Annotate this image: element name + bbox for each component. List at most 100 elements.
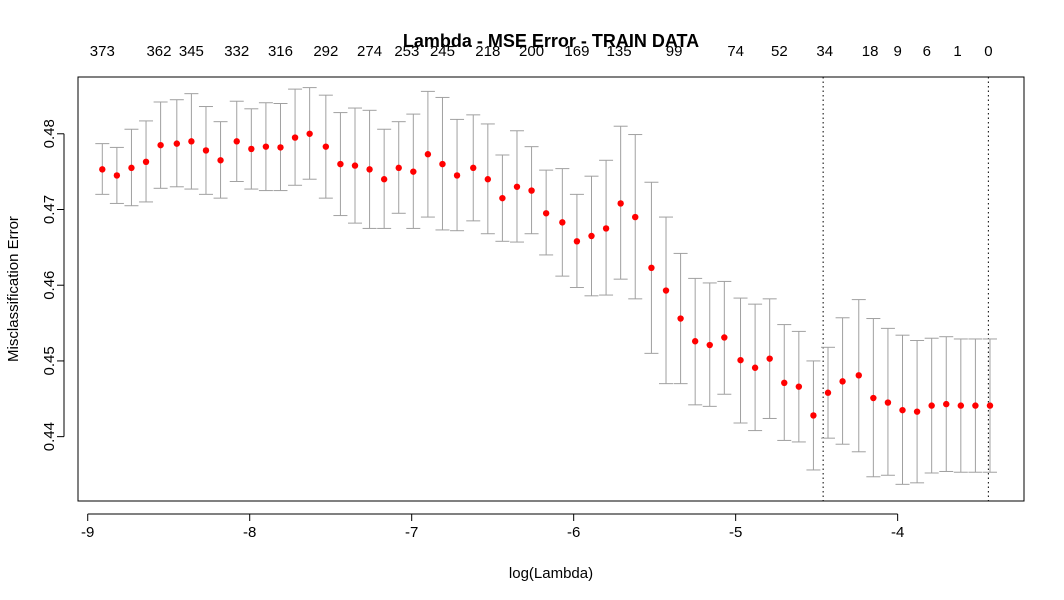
data-point <box>470 164 477 172</box>
data-point <box>337 160 344 168</box>
data-point <box>439 160 446 168</box>
x-tick-label: -4 <box>891 524 904 541</box>
data-point <box>291 134 299 141</box>
data-point <box>648 264 655 271</box>
data-point <box>99 166 106 173</box>
top-axis-labels: 373 362 345 332 316 292 274 253 245 218 200 169 135 9… <box>90 43 993 60</box>
data-point <box>588 232 595 240</box>
y-tick-label: 0.47 <box>41 195 58 224</box>
data-point <box>202 147 210 154</box>
data-point <box>972 402 979 409</box>
data-point <box>424 151 432 158</box>
data-point <box>306 130 313 137</box>
data-point <box>573 238 581 245</box>
top-axis-label: 316 <box>268 43 293 60</box>
data-point <box>410 168 417 175</box>
data-point <box>542 210 550 217</box>
top-axis-label: 332 <box>224 43 249 60</box>
data-point <box>395 164 402 172</box>
data-point <box>766 355 773 362</box>
data-point <box>855 372 862 379</box>
y-tick-label: 0.44 <box>41 422 58 451</box>
chart-title: Lambda - MSE Error - TRAIN DATA <box>403 31 699 51</box>
data-point <box>824 389 832 396</box>
data-point <box>217 157 224 164</box>
data-point <box>617 200 624 207</box>
data-point <box>839 378 846 385</box>
data-point <box>781 379 788 387</box>
x-tick-label: -5 <box>729 524 742 541</box>
data-point <box>233 138 240 145</box>
data-point <box>351 162 359 169</box>
top-axis-label: 253 <box>394 43 419 60</box>
top-axis-label: 9 <box>893 43 901 60</box>
data-point <box>795 383 803 390</box>
data-point <box>277 144 284 151</box>
data-point <box>113 172 121 179</box>
top-axis-label: 345 <box>179 43 204 60</box>
data-point <box>943 400 950 408</box>
y-tick-label: 0.48 <box>41 119 58 148</box>
data-point <box>248 145 255 153</box>
data-point <box>677 315 684 322</box>
plot-frame <box>77 76 1025 502</box>
error-bar <box>659 216 674 385</box>
data-point <box>513 183 521 190</box>
top-axis-label: 135 <box>607 43 632 60</box>
data-point <box>751 364 759 371</box>
top-axis-label: 74 <box>727 43 744 60</box>
y-axis: 0.44 0.45 0.46 0.47 0.48 <box>41 119 65 451</box>
top-axis-label: 200 <box>519 43 544 60</box>
x-tick-label: -6 <box>567 524 580 541</box>
data-point <box>691 338 699 345</box>
data-point <box>986 402 994 409</box>
error-bars <box>95 87 997 485</box>
data-point <box>173 140 181 147</box>
x-axis-label: log(Lambda) <box>509 565 593 582</box>
data-point <box>484 176 492 183</box>
data-point <box>499 194 506 202</box>
data-point <box>157 141 164 149</box>
data-point <box>188 138 195 145</box>
top-axis-label: 99 <box>666 43 683 60</box>
y-axis-label: Misclassification Error <box>5 216 22 362</box>
top-axis-label: 0 <box>984 43 992 60</box>
top-axis-label: 1 <box>953 43 961 60</box>
top-axis-label: 373 <box>90 43 115 60</box>
data-point <box>128 164 135 172</box>
data-point <box>366 166 373 173</box>
top-axis-label: 292 <box>313 43 338 60</box>
data-point <box>706 341 713 349</box>
x-tick-label: -8 <box>243 524 256 541</box>
data-points <box>99 130 994 419</box>
vertical-reference-lines <box>822 77 989 501</box>
y-tick-label: 0.45 <box>41 346 58 375</box>
top-axis-label: 52 <box>771 43 788 60</box>
top-axis-label: 34 <box>816 43 833 60</box>
data-point <box>884 399 892 406</box>
data-point <box>737 356 744 364</box>
x-tick-label: -7 <box>405 524 418 541</box>
top-axis-label: 18 <box>862 43 879 60</box>
top-axis-label: 6 <box>923 43 931 60</box>
data-point <box>662 287 670 294</box>
y-tick-label: 0.46 <box>41 271 58 300</box>
data-point <box>913 408 921 415</box>
data-point <box>957 402 965 409</box>
data-point <box>899 406 906 414</box>
data-point <box>870 394 877 402</box>
data-point <box>380 176 388 183</box>
top-axis-label: 245 <box>430 43 455 60</box>
data-point <box>928 402 935 409</box>
data-point <box>559 219 566 226</box>
data-point <box>322 143 330 150</box>
x-tick-label: -9 <box>81 524 94 541</box>
data-point <box>602 225 610 232</box>
data-point <box>453 172 461 179</box>
data-point <box>632 213 639 221</box>
top-axis-label: 362 <box>146 43 171 60</box>
top-axis-label: 274 <box>357 43 382 60</box>
x-axis: -9 -8 -7 -6 -5 -4 <box>81 513 904 541</box>
data-point <box>810 412 817 419</box>
